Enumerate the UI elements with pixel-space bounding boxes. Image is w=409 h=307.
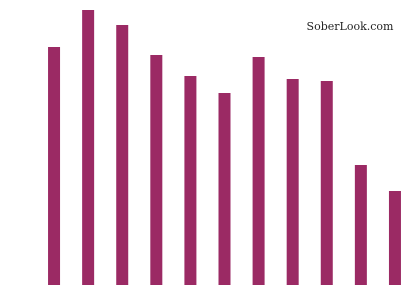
bar (388, 191, 401, 285)
bar (48, 47, 61, 285)
bar (116, 25, 129, 285)
bar (354, 165, 367, 285)
bar (218, 93, 231, 285)
bar (150, 55, 163, 285)
bar (82, 10, 95, 285)
bar (320, 81, 333, 285)
bar (286, 79, 299, 285)
bar (252, 57, 265, 285)
watermark: SoberLook.com (307, 20, 394, 33)
bar (184, 76, 197, 285)
